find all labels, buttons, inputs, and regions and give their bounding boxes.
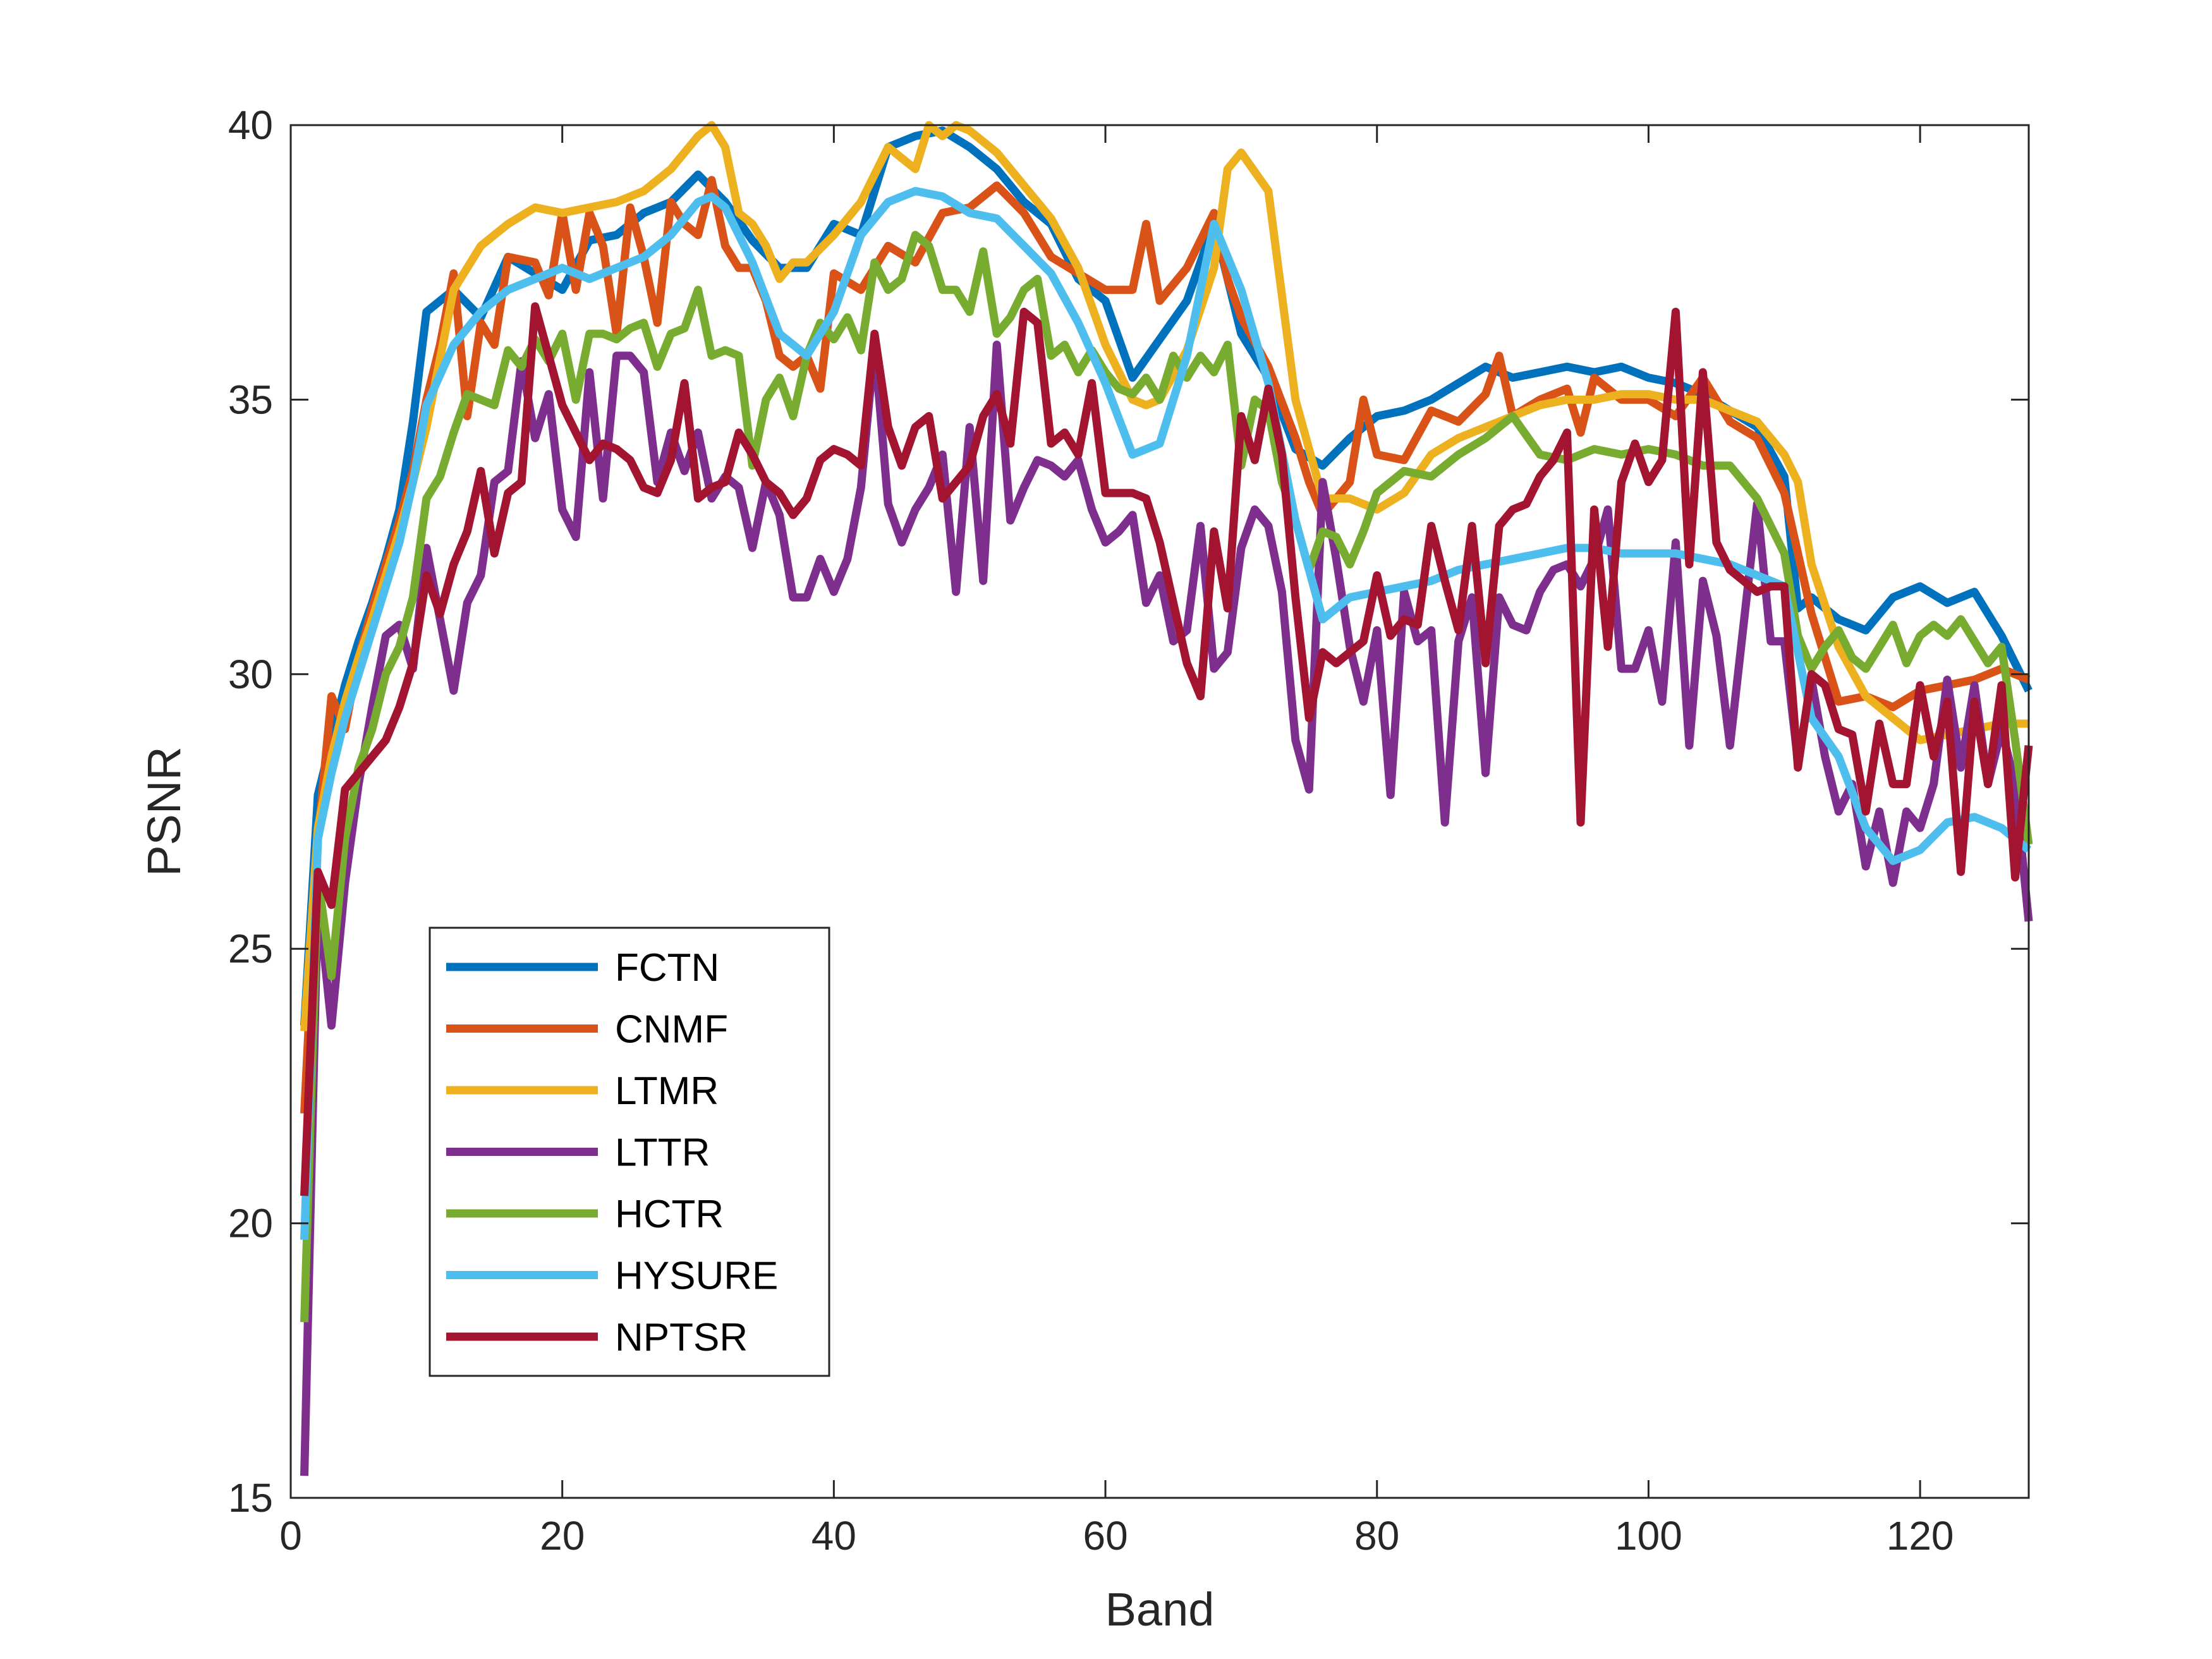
y-tick-label: 40 xyxy=(228,102,273,148)
x-tick-label: 20 xyxy=(540,1513,585,1559)
series-line-cnmf xyxy=(300,176,2031,1114)
x-tick-label: 100 xyxy=(1615,1513,1682,1559)
x-tick-label: 80 xyxy=(1354,1513,1399,1559)
x-tick-label: 120 xyxy=(1887,1513,1954,1559)
plot-frame xyxy=(289,124,2030,1499)
legend-label-hysure: HYSURE xyxy=(615,1255,778,1298)
legend-label-ltmr: LTMR xyxy=(615,1069,719,1113)
x-tick-label: 60 xyxy=(1083,1513,1127,1559)
x-tick-label: 40 xyxy=(811,1513,856,1559)
tick-layer: 0 20 40 60 80 100 120 15 20 25 30 35 40 xyxy=(228,102,2029,1559)
legend-label-hctr: HCTR xyxy=(615,1193,724,1236)
series-line-nptsr xyxy=(300,302,2033,1196)
x-tick-label: 0 xyxy=(279,1513,302,1559)
series-line-lttr xyxy=(300,341,2033,1476)
y-tick-label: 35 xyxy=(228,377,273,422)
y-tick-label: 25 xyxy=(228,926,273,971)
y-tick-label: 20 xyxy=(228,1201,273,1246)
series-layer xyxy=(300,121,2033,1476)
series-line-hctr xyxy=(300,231,2033,1323)
legend-label-lttr: LTTR xyxy=(615,1131,710,1175)
legend-label-cnmf: CNMF xyxy=(615,1008,728,1052)
series-line-hysure xyxy=(300,186,2032,1240)
y-tick-label: 15 xyxy=(228,1475,273,1521)
legend-label-nptsr: NPTSR xyxy=(615,1316,748,1359)
y-tick-label: 30 xyxy=(228,652,273,697)
legend-label-fctn: FCTN xyxy=(615,946,719,990)
legend: FCTN CNMF LTMR LTTR HCTR HYSURE NPTSR xyxy=(428,927,830,1377)
y-axis-title: PSNR xyxy=(138,746,190,877)
x-axis-title: Band xyxy=(1105,1583,1215,1636)
